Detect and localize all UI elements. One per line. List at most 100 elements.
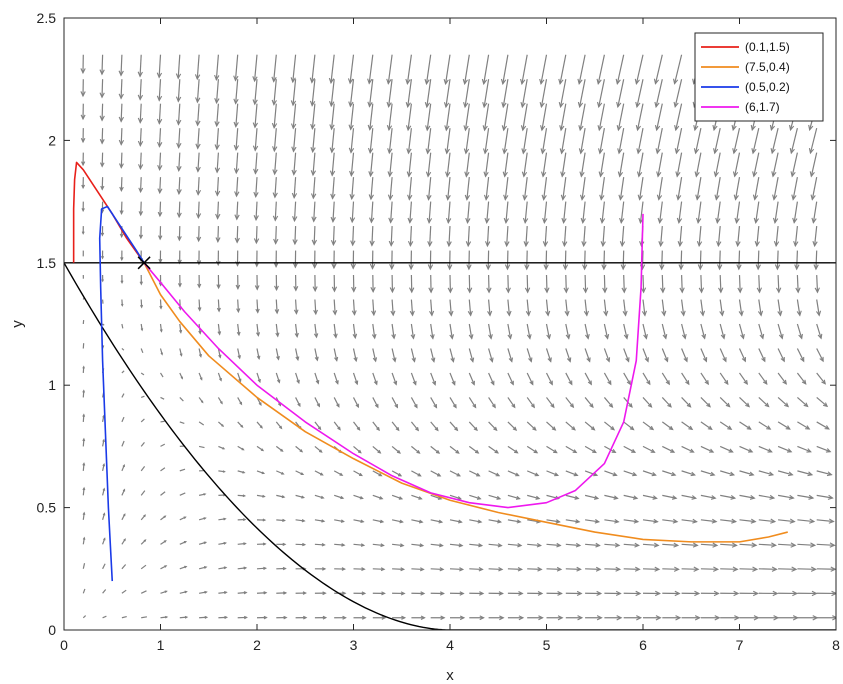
x-tick-label: 4 [446,637,454,653]
field-arrow [196,54,200,80]
field-arrow [369,128,374,153]
field-arrow [561,128,567,154]
field-arrowhead [233,98,239,105]
field-arrow [695,152,702,177]
field-arrow [448,226,451,246]
field-arrow [101,103,104,121]
field-arrow [254,128,258,151]
field-arrow [681,445,694,453]
field-arrowhead [750,124,756,132]
field-arrowhead [409,287,415,294]
field-arrowhead [640,287,647,294]
field-arrowhead [393,380,398,386]
field-arrowhead [416,449,421,454]
field-arrowhead [635,101,641,109]
field-arrow [409,226,412,246]
field-arrowhead [714,194,720,201]
field-arrowhead [204,590,208,594]
field-arrowhead [731,124,737,132]
field-arrowhead [539,101,545,109]
field-arrowhead [443,102,450,109]
field-arrowhead [439,591,445,596]
field-arrow [677,177,683,200]
field-arrowhead [486,287,492,294]
field-arrowhead [722,357,727,363]
field-arrowhead [143,539,147,542]
field-arrowhead [520,125,527,132]
field-arrowhead [505,287,511,294]
field-arrow [468,421,478,431]
field-arrowhead [773,615,780,621]
field-arrow [468,299,472,316]
field-arrowhead [220,401,223,405]
field-arrowhead [502,171,508,178]
field-arrowhead [118,93,124,100]
field-arrowhead [81,161,86,167]
field-arrow [546,470,559,477]
field-arrowhead [177,283,182,288]
field-arrow [599,152,605,177]
field-arrowhead [728,448,734,453]
field-arrowhead [757,310,764,317]
field-arrowhead [176,212,182,219]
field-arrow [216,128,219,150]
field-arrow [526,299,530,316]
field-arrow [617,79,625,107]
field-arrow [700,494,716,499]
field-arrowhead [702,357,708,363]
field-arrowhead [256,355,261,361]
field-arrowhead [348,124,354,131]
y-tick-label: 1.5 [37,255,57,271]
field-arrowhead [632,495,639,500]
field-arrow [623,275,625,293]
field-arrowhead [118,163,124,169]
field-arrowhead [99,115,105,122]
field-arrow [314,397,320,407]
field-arrowhead [577,615,584,621]
field-arrowhead [755,264,761,271]
field-arrowhead [699,310,706,317]
field-arrowhead [349,217,356,224]
field-arrowhead [576,590,583,596]
field-arrow [411,494,422,500]
field-arrow [507,519,521,523]
field-arrowhead [214,98,220,105]
field-arrow [543,201,548,223]
field-arrowhead [693,124,699,132]
field-arrowhead [310,170,317,177]
field-arrow [488,372,495,385]
field-arrowhead [467,310,473,317]
field-arrow [642,348,649,362]
field-arrow [714,152,721,177]
field-arrow [276,494,285,498]
field-arrowhead [236,331,241,337]
field-arrow [314,445,323,453]
field-arrowhead [718,287,724,294]
field-arrowhead [695,194,701,201]
field-arrowhead [738,310,744,317]
field-arrow [314,323,318,338]
field-arrow [82,615,87,619]
field-arrow [778,543,796,546]
field-arrowhead [691,495,698,500]
field-arrowhead [257,379,261,384]
field-arrow [253,54,258,82]
field-arrowhead [380,543,385,548]
field-arrow [739,445,753,453]
field-arrowhead [649,425,655,431]
field-arrow [217,299,220,312]
field-arrowhead [309,100,316,107]
field-arrowhead [518,615,525,621]
field-arrow [565,470,578,476]
field-arrow [758,348,766,362]
field-arrowhead [215,237,221,243]
field-arrowhead [452,403,457,409]
field-arrow [198,299,201,311]
field-arrowhead [391,333,396,340]
field-arrow [352,226,355,246]
field-arrow [793,201,798,223]
field-arrowhead [688,425,694,431]
field-arrowhead [353,357,358,363]
field-arrow [662,543,678,547]
field-arrowhead [734,615,741,621]
